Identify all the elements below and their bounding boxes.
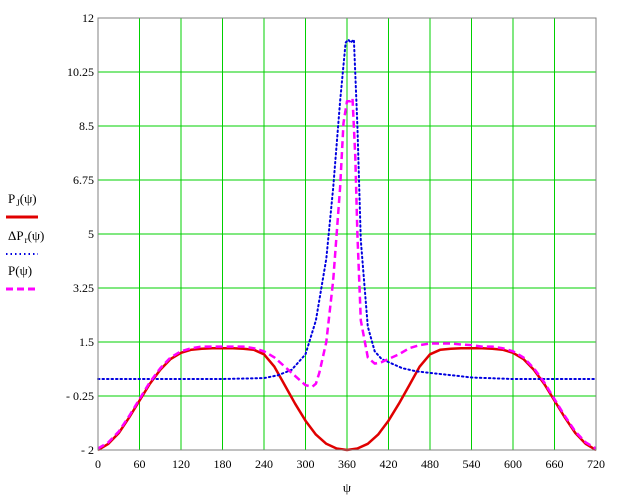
x-tick-label: 540	[463, 457, 481, 471]
y-tick-label: 1.5	[79, 335, 94, 349]
x-tick-label: 300	[297, 457, 315, 471]
legend-label-3: P(ψ)	[8, 263, 32, 278]
y-tick-label: 6.75	[73, 173, 94, 187]
x-tick-labels: 0 60 120 180 240 300 360 420 480 540 600 660 720	[95, 457, 605, 471]
x-axis-label: ψ	[343, 480, 351, 495]
x-tick-label: 360	[338, 457, 356, 471]
legend: PJ(ψ) ΔPr(ψ) P(ψ)	[6, 191, 44, 291]
x-tick-label: 660	[546, 457, 564, 471]
y-tick-label: - 2	[81, 443, 94, 457]
y-tick-label: 12	[82, 11, 94, 25]
y-tick-label: 3.25	[73, 281, 94, 295]
legend-label-1: PJ(ψ)	[8, 191, 37, 208]
y-tick-label: 10.25	[67, 65, 94, 79]
y-tick-label: 8.5	[79, 119, 94, 133]
series-line-3	[97, 96, 597, 450]
y-tick-label: 5	[88, 227, 94, 241]
chart-grid	[98, 18, 596, 450]
legend-label-2: ΔPr(ψ)	[8, 228, 44, 245]
y-tick-labels: - 2 - 0.25 1.5 3.25 5 6.75 8.5 10.25 12	[66, 11, 94, 457]
plot-frame	[97, 17, 597, 451]
x-tick-label: 60	[134, 457, 146, 471]
x-tick-label: 120	[172, 457, 190, 471]
x-tick-label: 240	[255, 457, 273, 471]
x-tick-label: 480	[421, 457, 439, 471]
series-line-2	[97, 38, 597, 380]
x-tick-label: 720	[587, 457, 605, 471]
x-tick-label: 180	[214, 457, 232, 471]
x-tick-label: 0	[95, 457, 101, 471]
x-tick-label: 420	[380, 457, 398, 471]
y-tick-label: - 0.25	[66, 389, 94, 403]
x-tick-label: 600	[504, 457, 522, 471]
